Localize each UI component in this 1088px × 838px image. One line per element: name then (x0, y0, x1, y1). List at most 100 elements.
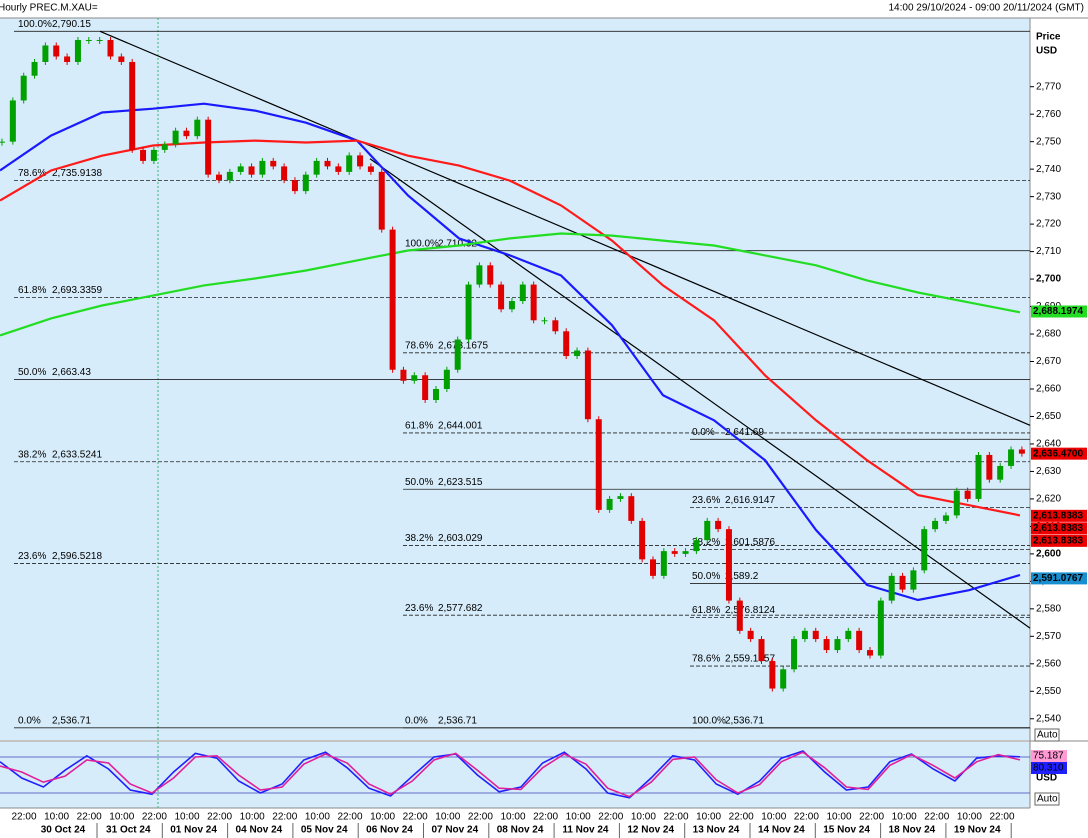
fib-price: 2,577.682 (438, 603, 483, 614)
x-tick-label: 10:00 (631, 812, 656, 823)
candle (194, 119, 201, 137)
fib-pct: 23.6% (405, 603, 433, 614)
candle (0, 141, 5, 143)
auto-button[interactable]: Auto (1034, 728, 1060, 742)
fib-pct: 100.0% (692, 715, 726, 726)
fib-price: 2,790.15 (52, 19, 91, 30)
candle (628, 496, 635, 521)
x-tick-label: 10:00 (305, 812, 330, 823)
x-tick-label: 22:00 (337, 812, 362, 823)
price-badge (1031, 305, 1087, 318)
candle (660, 551, 667, 576)
fib-price: 2,710.32 (438, 238, 477, 249)
auto-button-label[interactable]: Auto (1037, 794, 1058, 805)
fib-pct: 38.2% (18, 449, 46, 460)
y-tick-label: 2,750 (1036, 136, 1061, 147)
fib-price: 2,633.5241 (52, 449, 102, 460)
y-tick-label: 2,700 (1036, 274, 1061, 285)
candle (791, 639, 798, 670)
fib-pct: 100.0% (405, 238, 439, 249)
y-tick-label: 2,580 (1036, 603, 1061, 614)
fib-pct: 50.0% (18, 367, 46, 378)
candle (563, 331, 570, 357)
fib-price: 2,536.71 (725, 715, 764, 726)
date-label: 01 Nov 24 (170, 825, 217, 836)
x-tick-label: 10:00 (174, 812, 199, 823)
fib-pct: 61.8% (692, 605, 720, 616)
y-tick-label: 2,640 (1036, 439, 1061, 450)
candle (400, 369, 407, 381)
fib-price: 2,673.1675 (438, 340, 488, 351)
date-range: 14:00 29/10/2024 - 09:00 20/11/2024 (GMT… (888, 3, 1084, 14)
fib-price: 2,693.3359 (52, 285, 102, 296)
candle (519, 284, 526, 302)
candle (443, 369, 450, 389)
price-badge-label: 2,613.8383 (1033, 523, 1083, 534)
price-badge-label: 2,591.0767 (1033, 573, 1083, 584)
candle (335, 166, 342, 172)
candle (942, 515, 949, 521)
candle (823, 639, 830, 651)
oscillator-badge (1031, 762, 1067, 774)
fib-pct: 78.6% (405, 340, 433, 351)
price-panel (0, 18, 1030, 740)
chart-title: Hourly PREC.M.XAU= (0, 3, 98, 14)
candle (508, 301, 515, 310)
x-tick-label: 10:00 (370, 812, 395, 823)
date-label: 18 Nov 24 (889, 825, 936, 836)
candle (476, 265, 483, 285)
auto-button-box[interactable] (1034, 792, 1060, 806)
candle (74, 39, 81, 62)
candle (921, 529, 928, 571)
fib-price: 2,576.8124 (725, 605, 775, 616)
candle (411, 375, 418, 381)
fib-price: 2,536.71 (52, 715, 91, 726)
candle (617, 496, 624, 499)
x-tick-label: 10:00 (761, 812, 786, 823)
candle (888, 575, 895, 601)
candle (161, 144, 168, 150)
candle (64, 56, 71, 62)
candle (205, 119, 212, 175)
fib-pct: 61.8% (18, 285, 46, 296)
price-badge-label: 2,688.1974 (1033, 306, 1083, 317)
fib-pct: 38.2% (692, 537, 720, 548)
candle (801, 630, 808, 640)
moving-average (0, 139, 1021, 517)
candle (498, 284, 505, 310)
candle (378, 171, 385, 230)
y-tick-label: 2,740 (1036, 164, 1061, 175)
fib-pct: 0.0% (18, 715, 41, 726)
candle (780, 669, 787, 689)
y-tick-label: 2,760 (1036, 109, 1061, 120)
candle (574, 350, 581, 357)
y-tick-label: 2,630 (1036, 466, 1061, 477)
x-tick-label: 10:00 (566, 812, 591, 823)
auto-button-label[interactable]: Auto (1037, 730, 1058, 741)
candle (704, 520, 711, 541)
candle (747, 630, 754, 640)
price-badge-label: 2,636.4700 (1033, 448, 1083, 459)
trendline (369, 158, 1031, 629)
fib-pct: 0.0% (692, 427, 715, 438)
x-tick-label: 10:00 (435, 812, 460, 823)
osc-auto-button[interactable]: Auto (1034, 792, 1060, 806)
fib-pct: 23.6% (692, 495, 720, 506)
candle (1008, 449, 1015, 466)
y-tick-label: 2,600 (1036, 549, 1061, 560)
candle (758, 639, 765, 662)
x-tick-label: 22:00 (142, 812, 167, 823)
x-tick-label: 22:00 (533, 812, 558, 823)
fib-pct: 0.0% (405, 715, 428, 726)
candle (216, 174, 222, 181)
oscillator-unit: USD (1036, 773, 1057, 784)
fib-pct: 50.0% (692, 571, 720, 582)
x-tick-label: 22:00 (11, 812, 36, 823)
candle (259, 160, 266, 175)
date-label: 14 Nov 24 (758, 825, 805, 836)
candle (552, 320, 559, 332)
x-tick-label: 22:00 (663, 812, 688, 823)
auto-button-box[interactable] (1034, 728, 1060, 742)
x-tick-label: 10:00 (957, 812, 982, 823)
candle (650, 559, 656, 576)
